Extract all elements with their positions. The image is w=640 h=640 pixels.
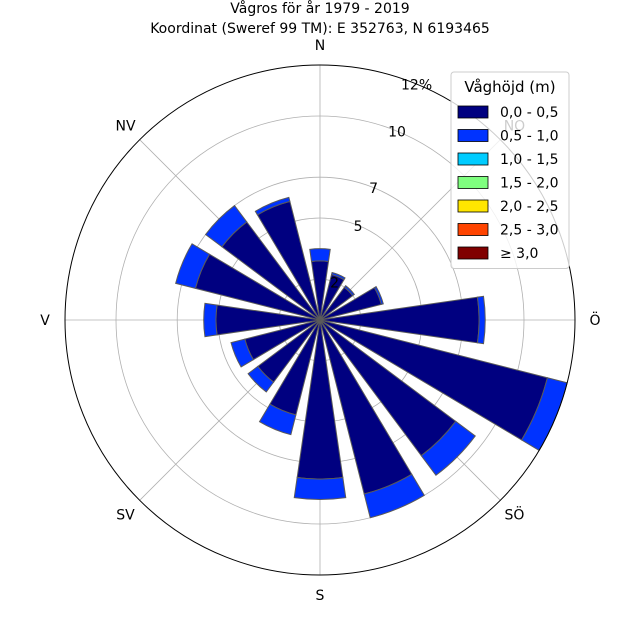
legend-swatch-0 [457, 105, 489, 119]
direction-label-s: S [316, 588, 325, 604]
rose-bar-10-bin-1 [247, 365, 275, 393]
direction-label-n: N [315, 38, 325, 54]
legend-entry-4: 2,0 - 2,5 [500, 199, 558, 215]
rose-bar-6-bin-1 [420, 420, 476, 476]
legend-swatch-4 [457, 199, 489, 213]
legend-swatch-2 [457, 152, 489, 166]
legend-entry-1: 0,5 - 1,0 [500, 129, 558, 145]
direction-label-v: V [40, 313, 50, 329]
rose-bar-13-bin-1 [175, 243, 211, 289]
legend-swatch-1 [457, 129, 489, 142]
rose-bar-0-bin-1 [309, 248, 331, 263]
direction-label-ö: Ö [589, 311, 600, 329]
legend-box [450, 71, 570, 269]
rose-bar-8-bin-1 [293, 476, 347, 500]
rose-bar-2-bin-1 [343, 284, 356, 297]
rose-bar-8-bin-0 [296, 319, 344, 480]
rose-bar-14-bin-1 [204, 204, 248, 248]
legend: Våghöjd (m) 0,0 - 0,5 0,5 - 1,0 1,0 - 1,5 1,… [450, 71, 570, 269]
legend-swatch-6 [457, 246, 489, 260]
legend-entry-3: 1,5 - 2,0 [500, 176, 558, 192]
direction-label-sv: SV [116, 507, 135, 523]
radial-tick-label-1: 5 [354, 219, 363, 235]
chart-title: Vågros för år 1979 - 2019 [230, 0, 409, 17]
rose-bar-0-bin-0 [310, 260, 330, 321]
rose-bar-11-bin-1 [230, 338, 255, 368]
legend-entry-2: 1,0 - 1,5 [500, 152, 558, 168]
rose-bar-9-bin-1 [258, 403, 297, 436]
legend-entry-5: 2,5 - 3,0 [500, 223, 558, 239]
radial-tick-label-0: 2 [330, 275, 339, 291]
rose-bar-12-bin-0 [215, 304, 321, 336]
direction-label-sö: SÖ [505, 505, 525, 523]
rose-bar-12-bin-1 [203, 302, 218, 338]
legend-entry-0: 0,0 - 0,5 [500, 105, 558, 121]
legend-entry-6: ≥ 3,0 [500, 246, 538, 262]
chart-subtitle: Koordinat (Sweref 99 TM): E 352763, N 61… [150, 21, 490, 37]
direction-label-nv: NV [116, 119, 136, 135]
radial-tick-label-2: 7 [369, 181, 378, 197]
rose-bars [175, 196, 568, 519]
radial-tick-label-3: 10 [388, 125, 406, 141]
polar-frame [64, 64, 576, 576]
rose-bar-3-bin-1 [373, 285, 384, 306]
rose-bar-15-bin-1 [254, 196, 291, 216]
legend-swatch-5 [457, 223, 489, 236]
radial-tick-label-4: 12% [401, 77, 432, 93]
legend-title: Våghöjd (m) [464, 78, 555, 96]
rose-bar-1-bin-1 [330, 271, 346, 281]
legend-swatch-3 [457, 176, 489, 189]
polar-outer-frame [64, 64, 576, 576]
rose-bar-4-bin-1 [476, 295, 486, 345]
rose-bar-4-bin-0 [319, 296, 480, 344]
rose-bar-7-bin-1 [363, 473, 425, 519]
